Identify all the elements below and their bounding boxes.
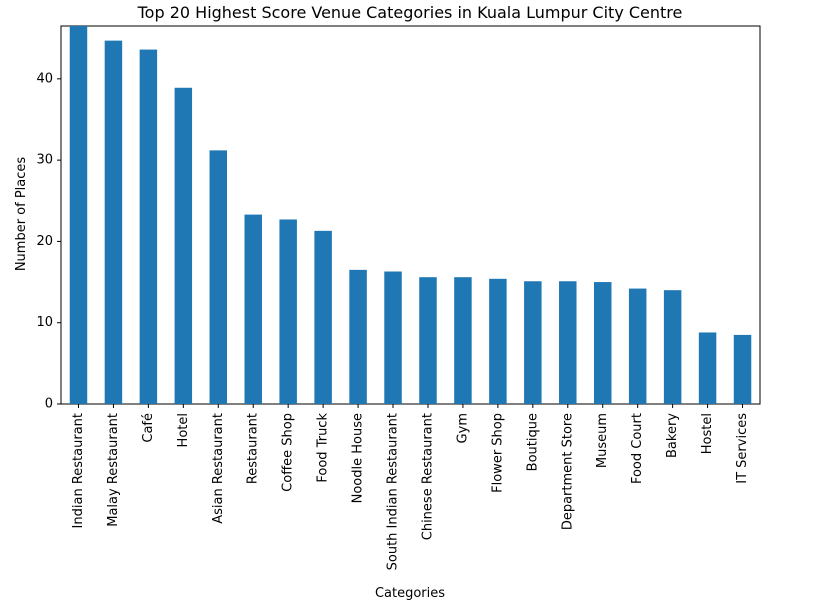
bar-caf- — [139, 49, 158, 404]
x-tick-label: Food Court — [630, 413, 645, 484]
y-tick-label: 0 — [45, 397, 53, 412]
bar-hostel — [698, 332, 717, 404]
x-tick-label: Noodle House — [351, 413, 366, 503]
bar-chinese-restaurant — [419, 277, 437, 404]
bar-asian-restaurant — [209, 150, 228, 404]
x-tick-label: Restaurant — [246, 413, 261, 484]
x-tick-label: Department Store — [560, 413, 575, 530]
bar-indian-restaurant — [69, 26, 88, 404]
bar-department-store — [559, 281, 577, 404]
bar-noodle-house — [349, 269, 367, 404]
bar-south-indian-restaurant — [384, 271, 402, 404]
plot-area — [60, 25, 761, 405]
x-tick-label: Museum — [595, 413, 610, 468]
bar-museum — [593, 282, 612, 404]
bar-food-court — [628, 288, 647, 404]
bar-malay-restaurant — [104, 40, 123, 404]
y-tick-label: 40 — [36, 71, 53, 86]
x-tick-label: Flower Shop — [490, 413, 505, 493]
x-tick-label: Food Truck — [316, 413, 331, 483]
x-tick-label: Café — [141, 413, 156, 443]
y-axis-title: Number of Places — [14, 157, 29, 272]
x-tick-label: Asian Restaurant — [211, 413, 226, 524]
x-tick-label: Indian Restaurant — [71, 413, 86, 528]
x-tick-label: Boutique — [525, 413, 540, 471]
bar-it-services — [733, 334, 752, 404]
x-tick-label: Hostel — [700, 413, 715, 454]
chart-title: Top 20 Highest Score Venue Categories in… — [137, 3, 683, 22]
x-tick-label: Coffee Shop — [281, 413, 296, 492]
plot-frame — [60, 25, 761, 405]
bars-group — [69, 26, 752, 404]
x-tick-label: Gym — [455, 413, 470, 443]
y-tick-label: 20 — [36, 234, 53, 249]
x-axis: Indian Restaurant Malay Restaurant Café Hot… — [71, 404, 750, 570]
bar-hotel — [174, 87, 193, 404]
bar-bakery — [663, 290, 682, 404]
bar-flower-shop — [489, 278, 507, 404]
bar-gym — [454, 277, 472, 404]
bar-food-truck — [314, 230, 332, 404]
x-tick-label: South Indian Restaurant — [386, 413, 401, 570]
x-tick-label: Chinese Restaurant — [420, 413, 435, 540]
x-tick-label: Hotel — [176, 413, 191, 447]
y-tick-label: 30 — [36, 153, 53, 168]
bar-coffee-shop — [279, 219, 297, 404]
y-axis: 0 10 20 30 40 — [36, 71, 61, 412]
x-axis-title: Categories — [375, 586, 445, 601]
x-tick-label: IT Services — [735, 413, 750, 484]
x-tick-label: Bakery — [665, 413, 680, 458]
x-tick-label: Malay Restaurant — [106, 413, 121, 527]
y-tick-label: 10 — [36, 315, 53, 330]
bar-restaurant — [244, 214, 262, 404]
bar-boutique — [524, 281, 542, 404]
